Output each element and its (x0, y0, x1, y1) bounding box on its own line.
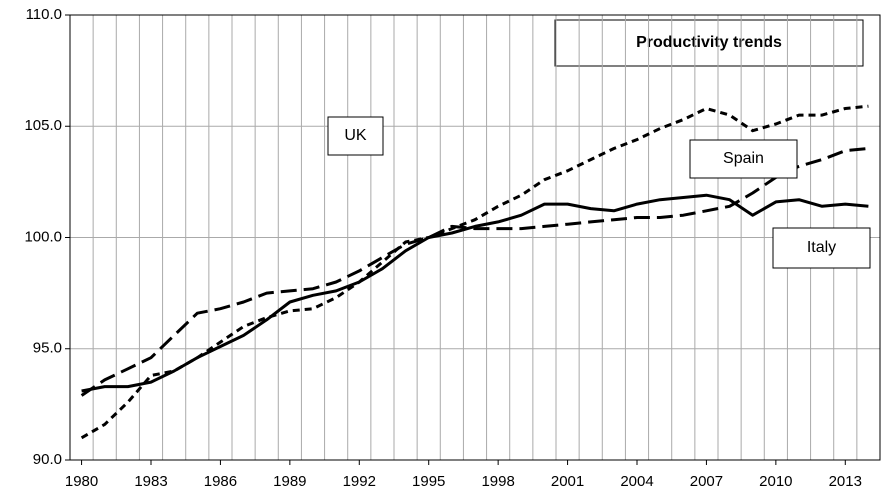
plot-frame (69, 14, 881, 461)
line-series (80, 104, 869, 440)
series-label: Spain (723, 150, 764, 167)
y-tick-label: 95.0 (33, 340, 62, 357)
x-tick-label: 2010 (759, 473, 792, 490)
x-tick-label: 1998 (481, 473, 514, 490)
y-tick-label: 100.0 (24, 228, 62, 245)
x-tick-label: 1992 (343, 473, 376, 490)
x-tick-label: 2013 (829, 473, 862, 490)
y-tick-label: 105.0 (24, 117, 62, 134)
line-series (80, 147, 869, 397)
x-tick-label: 2001 (551, 473, 584, 490)
series-label-box (327, 116, 384, 156)
chart-title: Productivity trends (636, 34, 782, 51)
x-tick-label: 1983 (134, 473, 167, 490)
series-label: UK (344, 127, 367, 144)
x-tick-label: 2004 (620, 473, 653, 490)
y-tick-label: 90.0 (33, 451, 62, 468)
series-label-box (689, 139, 798, 179)
x-tick-label: 2007 (690, 473, 723, 490)
x-tick-label: 1989 (273, 473, 306, 490)
x-tick-label: 1986 (204, 473, 237, 490)
x-tick-label: 1980 (65, 473, 98, 490)
series-label: Italy (807, 239, 836, 256)
y-tick-label: 110.0 (26, 6, 62, 23)
line-series (81, 193, 869, 393)
x-tick-label: 1995 (412, 473, 445, 490)
series-label-box (772, 227, 871, 269)
title-box (554, 19, 864, 67)
